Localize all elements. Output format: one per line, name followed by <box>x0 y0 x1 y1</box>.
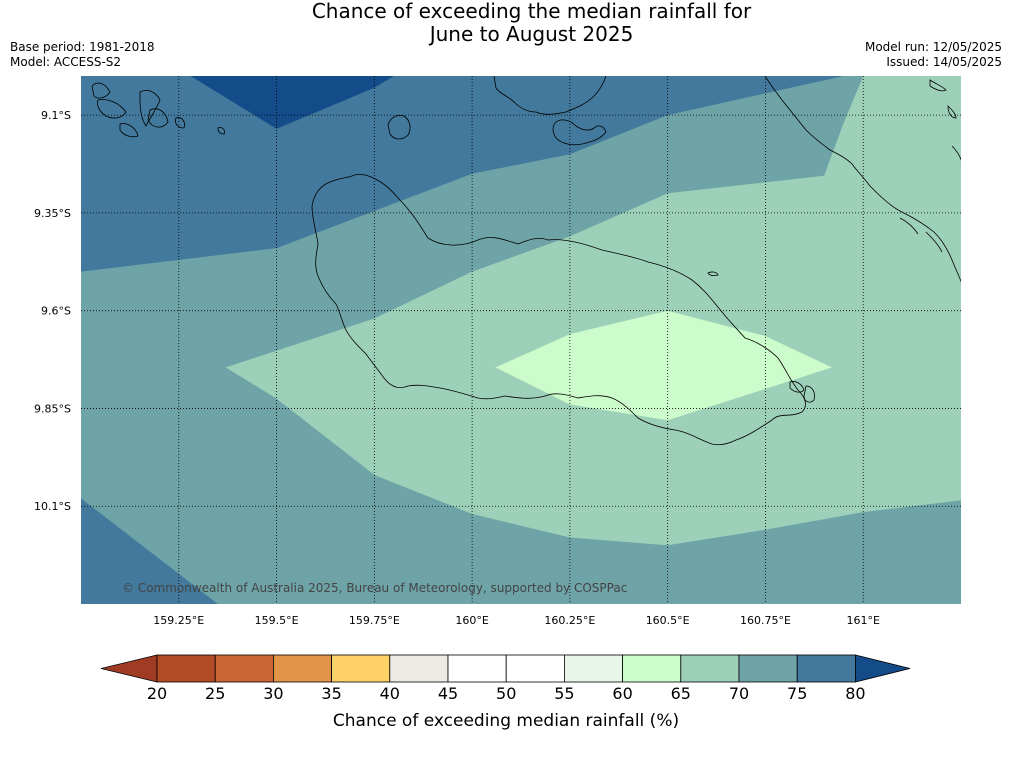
coastline-3 <box>789 381 805 393</box>
map-area: © Commonwealth of Australia 2025, Bureau… <box>81 76 961 604</box>
colorbar-tick-label: 25 <box>205 684 225 703</box>
colorbar-bin <box>156 654 216 683</box>
colorbar-bin <box>796 654 856 683</box>
coastline-13 <box>217 127 225 135</box>
longitude-tick-label: 160°E <box>455 614 488 627</box>
colorbar-tick-label: 80 <box>845 684 865 703</box>
title-line-1: Chance of exceeding the median rainfall … <box>311 0 752 23</box>
longitude-tick-label: 160.25°E <box>544 614 595 627</box>
colorbar-under-arrow <box>100 654 158 683</box>
coastline-0 <box>311 174 806 446</box>
colorbar-tick-label: 35 <box>321 684 341 703</box>
rainfall-zone-bin-65-70 <box>225 76 961 546</box>
colorbar-tick-label: 30 <box>263 684 283 703</box>
coastline-19 <box>925 231 943 253</box>
coastline-12 <box>175 117 185 129</box>
colorbar-over-arrow <box>855 654 911 683</box>
longitude-tick-label: 159.75°E <box>349 614 400 627</box>
colorbar-tick-label: 50 <box>496 684 516 703</box>
issued-date: Issued: 14/05/2025 <box>886 55 1002 69</box>
rainfall-zone-bin-80-plus <box>190 76 394 129</box>
latitude-tick-label: 9.35°S <box>34 207 71 220</box>
meta-right: Model run: 12/05/2025 Issued: 14/05/2025 <box>865 40 1002 70</box>
longitude-tick-label: 159.5°E <box>255 614 299 627</box>
colorbar-bin <box>564 654 624 683</box>
model-name: Model: ACCESS-S2 <box>10 55 122 69</box>
longitude-tick-label: 161°E <box>846 614 879 627</box>
copyright-notice: © Commonwealth of Australia 2025, Bureau… <box>122 581 627 595</box>
coastline-10 <box>119 123 139 138</box>
meta-left: Base period: 1981-2018 Model: ACCESS-S2 <box>10 40 155 70</box>
base-period: Base period: 1981-2018 <box>10 40 155 54</box>
colorbar-tick-label: 20 <box>147 684 167 703</box>
colorbar-bin <box>331 654 391 683</box>
longitude-tick-label: 160.5°E <box>646 614 690 627</box>
colorbar-bin <box>738 654 798 683</box>
latitude-tick-label: 10.1°S <box>34 500 71 513</box>
colorbar-tick-label: 65 <box>671 684 691 703</box>
colorbar-tick-label: 40 <box>380 684 400 703</box>
colorbar-bin <box>272 654 332 683</box>
coastline-1 <box>387 115 411 140</box>
colorbar-bin <box>214 654 274 683</box>
colorbar-tick-label: 75 <box>787 684 807 703</box>
coastline-16 <box>947 105 957 119</box>
latitude-tick-label: 9.85°S <box>34 402 71 415</box>
colorbar-tick-label: 55 <box>554 684 574 703</box>
longitude-tick-label: 159.25°E <box>153 614 204 627</box>
coastline-5 <box>493 76 607 115</box>
latitude-tick-label: 9.1°S <box>41 109 71 122</box>
coastline-6 <box>552 119 607 146</box>
rainfall-zone-bin-60-65 <box>495 310 832 421</box>
colorbar-bin <box>505 654 565 683</box>
colorbar-tick-label: 70 <box>729 684 749 703</box>
colorbar-bin <box>447 654 507 683</box>
colorbar-bin <box>622 654 682 683</box>
colorbar-title: Chance of exceeding median rainfall (%) <box>333 711 679 731</box>
coastline-9 <box>139 90 161 127</box>
coastline-14 <box>764 76 961 283</box>
colorbar-bin <box>389 654 449 683</box>
title-line-2: June to August 2025 <box>429 22 634 46</box>
longitude-tick-label: 160.75°E <box>740 614 791 627</box>
coastline-8 <box>97 99 127 119</box>
latitude-tick-label: 9.6°S <box>41 305 71 318</box>
coastline-4 <box>803 385 815 403</box>
model-run: Model run: 12/05/2025 <box>864 40 1002 54</box>
coastline-11 <box>147 108 169 128</box>
colorbar-bin <box>680 654 740 683</box>
coastline-17 <box>951 145 961 161</box>
coastline-18 <box>899 217 919 235</box>
colorbar-tick-label: 60 <box>612 684 632 703</box>
coastline-2 <box>707 271 719 276</box>
coastline-7 <box>91 82 111 99</box>
colorbar-tick-label: 45 <box>438 684 458 703</box>
coastline-15 <box>929 79 947 92</box>
map-title: Chance of exceeding the median rainfall … <box>0 0 1011 46</box>
